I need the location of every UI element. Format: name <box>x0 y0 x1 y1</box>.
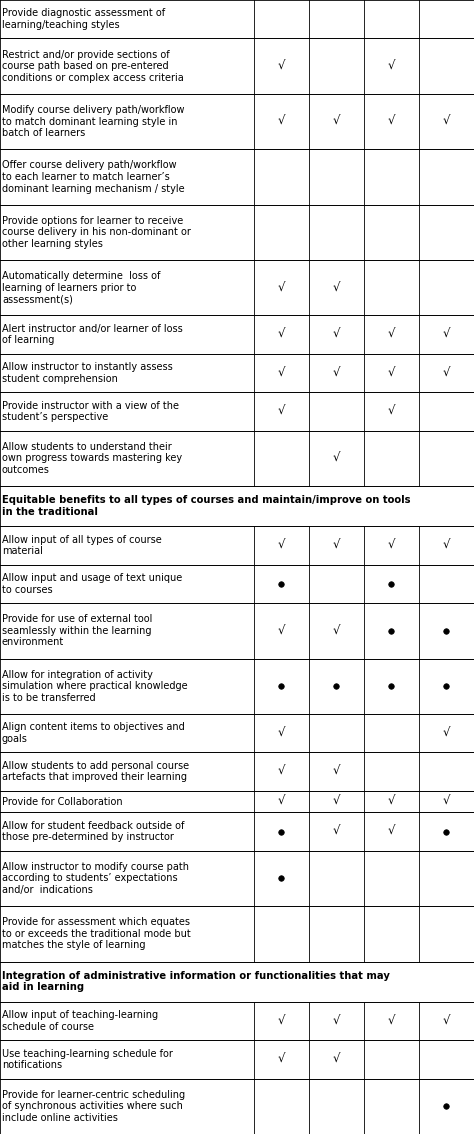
Text: √: √ <box>332 452 340 465</box>
Text: Offer course delivery path/workflow
to each learner to match learner’s
dominant : Offer course delivery path/workflow to e… <box>2 160 185 194</box>
Text: √: √ <box>388 328 395 341</box>
Text: √: √ <box>277 281 285 294</box>
Text: √: √ <box>277 765 285 778</box>
Text: Use teaching-learning schedule for
notifications: Use teaching-learning schedule for notif… <box>2 1049 173 1070</box>
Text: √: √ <box>388 1015 395 1027</box>
Text: Modify course delivery path/workflow
to match dominant learning style in
batch o: Modify course delivery path/workflow to … <box>2 105 184 138</box>
Text: √: √ <box>332 281 340 294</box>
Text: Provide diagnostic assessment of
learning/teaching styles: Provide diagnostic assessment of learnin… <box>2 8 165 29</box>
Text: √: √ <box>277 328 285 341</box>
Text: Integration of administrative information or functionalities that may
aid in lea: Integration of administrative informatio… <box>2 971 390 992</box>
Text: √: √ <box>388 60 395 73</box>
Text: Restrict and/or provide sections of
course path based on pre-entered
conditions : Restrict and/or provide sections of cour… <box>2 50 184 83</box>
Text: √: √ <box>277 60 285 73</box>
Text: √: √ <box>388 366 395 380</box>
Text: Allow input of teaching-learning
schedule of course: Allow input of teaching-learning schedul… <box>2 1010 158 1032</box>
Text: √: √ <box>277 539 285 552</box>
Text: Allow students to understand their
own progress towards mastering key
outcomes: Allow students to understand their own p… <box>2 442 182 475</box>
Text: √: √ <box>443 727 450 739</box>
Text: √: √ <box>332 1015 340 1027</box>
Bar <box>0 486 474 526</box>
Text: √: √ <box>443 539 450 552</box>
Text: √: √ <box>332 826 340 838</box>
Text: √: √ <box>332 539 340 552</box>
Text: √: √ <box>332 1052 340 1066</box>
Text: Provide for learner-centric scheduling
of synchronous activities where such
incl: Provide for learner-centric scheduling o… <box>2 1090 185 1123</box>
Text: Equitable benefits to all types of courses and maintain/improve on tools
in the : Equitable benefits to all types of cours… <box>2 496 410 517</box>
Text: √: √ <box>332 625 340 637</box>
Text: Automatically determine  loss of
learning of learners prior to
assessment(s): Automatically determine loss of learning… <box>2 271 160 304</box>
Text: √: √ <box>332 795 340 809</box>
Text: √: √ <box>277 366 285 380</box>
Text: √: √ <box>332 328 340 341</box>
Bar <box>0 962 474 1001</box>
Text: Allow input and usage of text unique
to courses: Allow input and usage of text unique to … <box>2 573 182 594</box>
Text: √: √ <box>277 1015 285 1027</box>
Text: √: √ <box>443 1015 450 1027</box>
Text: Provide instructor with a view of the
student’s perspective: Provide instructor with a view of the st… <box>2 400 179 422</box>
Text: Allow input of all types of course
material: Allow input of all types of course mater… <box>2 535 162 557</box>
Text: √: √ <box>443 115 450 128</box>
Text: √: √ <box>277 405 285 418</box>
Text: Alert instructor and/or learner of loss
of learning: Alert instructor and/or learner of loss … <box>2 324 183 346</box>
Text: √: √ <box>443 795 450 809</box>
Text: √: √ <box>443 366 450 380</box>
Text: √: √ <box>277 727 285 739</box>
Text: Allow students to add personal course
artefacts that improved their learning: Allow students to add personal course ar… <box>2 761 189 782</box>
Text: Align content items to objectives and
goals: Align content items to objectives and go… <box>2 722 185 744</box>
Text: √: √ <box>277 625 285 637</box>
Text: √: √ <box>277 115 285 128</box>
Text: √: √ <box>277 1052 285 1066</box>
Text: √: √ <box>388 539 395 552</box>
Text: √: √ <box>388 826 395 838</box>
Text: √: √ <box>388 795 395 809</box>
Text: √: √ <box>332 366 340 380</box>
Text: √: √ <box>388 115 395 128</box>
Text: √: √ <box>388 405 395 418</box>
Text: √: √ <box>332 765 340 778</box>
Text: Allow instructor to instantly assess
student comprehension: Allow instructor to instantly assess stu… <box>2 362 173 384</box>
Text: Allow for student feedback outside of
those pre-determined by instructor: Allow for student feedback outside of th… <box>2 821 184 843</box>
Text: √: √ <box>443 328 450 341</box>
Text: Provide for assessment which equates
to or exceeds the traditional mode but
matc: Provide for assessment which equates to … <box>2 917 191 950</box>
Text: Provide options for learner to receive
course delivery in his non-dominant or
ot: Provide options for learner to receive c… <box>2 215 191 249</box>
Text: Provide for Collaboration: Provide for Collaboration <box>2 796 123 806</box>
Text: √: √ <box>332 115 340 128</box>
Text: Provide for use of external tool
seamlessly within the learning
environment: Provide for use of external tool seamles… <box>2 615 152 648</box>
Text: Allow for integration of activity
simulation where practical knowledge
is to be : Allow for integration of activity simula… <box>2 670 188 703</box>
Text: √: √ <box>277 795 285 809</box>
Text: Allow instructor to modify course path
according to students’ expectations
and/o: Allow instructor to modify course path a… <box>2 862 189 895</box>
